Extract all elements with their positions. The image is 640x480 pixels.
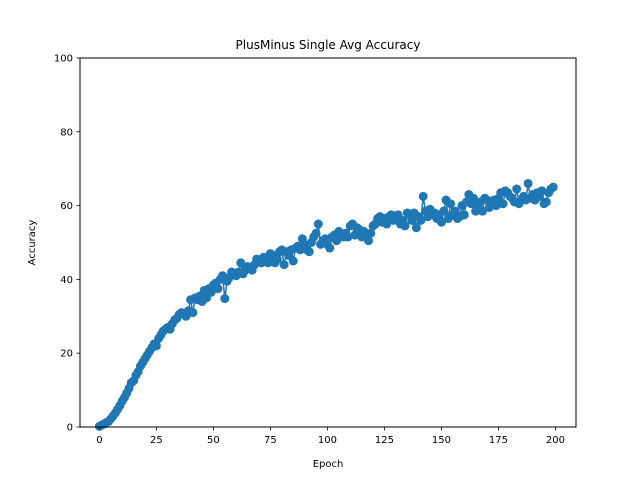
- data-point: [304, 247, 314, 257]
- y-tick-label: 0: [67, 423, 73, 434]
- data-point: [400, 221, 410, 231]
- data-point: [407, 215, 417, 225]
- data-point: [272, 254, 282, 264]
- data-point: [382, 219, 392, 229]
- y-axis-label: Accuracy: [27, 220, 38, 266]
- data-point: [325, 243, 335, 253]
- data-point: [523, 178, 533, 188]
- y-tick-label: 100: [54, 54, 73, 65]
- data-point: [478, 206, 487, 216]
- data-point: [436, 217, 446, 227]
- data-point: [213, 284, 223, 294]
- data-point: [288, 256, 298, 266]
- data-point: [548, 182, 558, 192]
- data-point: [512, 184, 522, 194]
- data-point: [418, 191, 428, 201]
- data-point: [459, 210, 469, 220]
- data-point: [313, 219, 323, 229]
- x-tick-label: 0: [96, 435, 102, 446]
- data-point: [411, 223, 421, 233]
- x-tick-label: 75: [264, 435, 277, 446]
- data-point: [366, 228, 376, 238]
- x-tick-label: 175: [489, 435, 508, 446]
- x-tick-label: 125: [375, 435, 394, 446]
- chart-title: PlusMinus Single Avg Accuracy: [236, 38, 421, 52]
- data-point: [236, 258, 246, 268]
- data-point: [491, 201, 501, 211]
- data-point: [471, 206, 481, 216]
- x-tick-label: 200: [546, 435, 565, 446]
- y-tick-label: 20: [60, 349, 73, 360]
- data-point: [311, 228, 321, 238]
- x-tick-label: 50: [207, 435, 220, 446]
- x-tick-label: 100: [318, 435, 337, 446]
- plot-frame: [79, 57, 577, 428]
- data-point: [537, 186, 547, 196]
- data-point: [363, 236, 373, 246]
- data-point: [220, 294, 230, 304]
- data-point: [206, 287, 216, 297]
- data-point: [439, 206, 449, 216]
- y-tick-label: 60: [60, 201, 73, 212]
- data-point: [279, 260, 289, 270]
- y-tick-label: 80: [60, 127, 73, 138]
- y-axis-ticks: 0 20 40 60 80 100: [54, 54, 80, 434]
- x-axis-ticks: 0 25 50 75 100 125 150 175 200: [96, 427, 565, 446]
- data-point: [446, 199, 456, 209]
- series-layer: [94, 178, 558, 431]
- x-axis-label: Epoch: [313, 459, 344, 470]
- data-point: [541, 197, 551, 207]
- data-point: [332, 236, 342, 246]
- data-point: [263, 258, 273, 268]
- y-tick-label: 40: [60, 275, 73, 286]
- data-point: [343, 232, 353, 242]
- x-tick-label: 150: [432, 435, 451, 446]
- x-tick-label: 25: [150, 435, 163, 446]
- data-point: [151, 341, 161, 351]
- data-point: [498, 199, 508, 209]
- data-point: [416, 215, 426, 225]
- data-point: [188, 308, 198, 318]
